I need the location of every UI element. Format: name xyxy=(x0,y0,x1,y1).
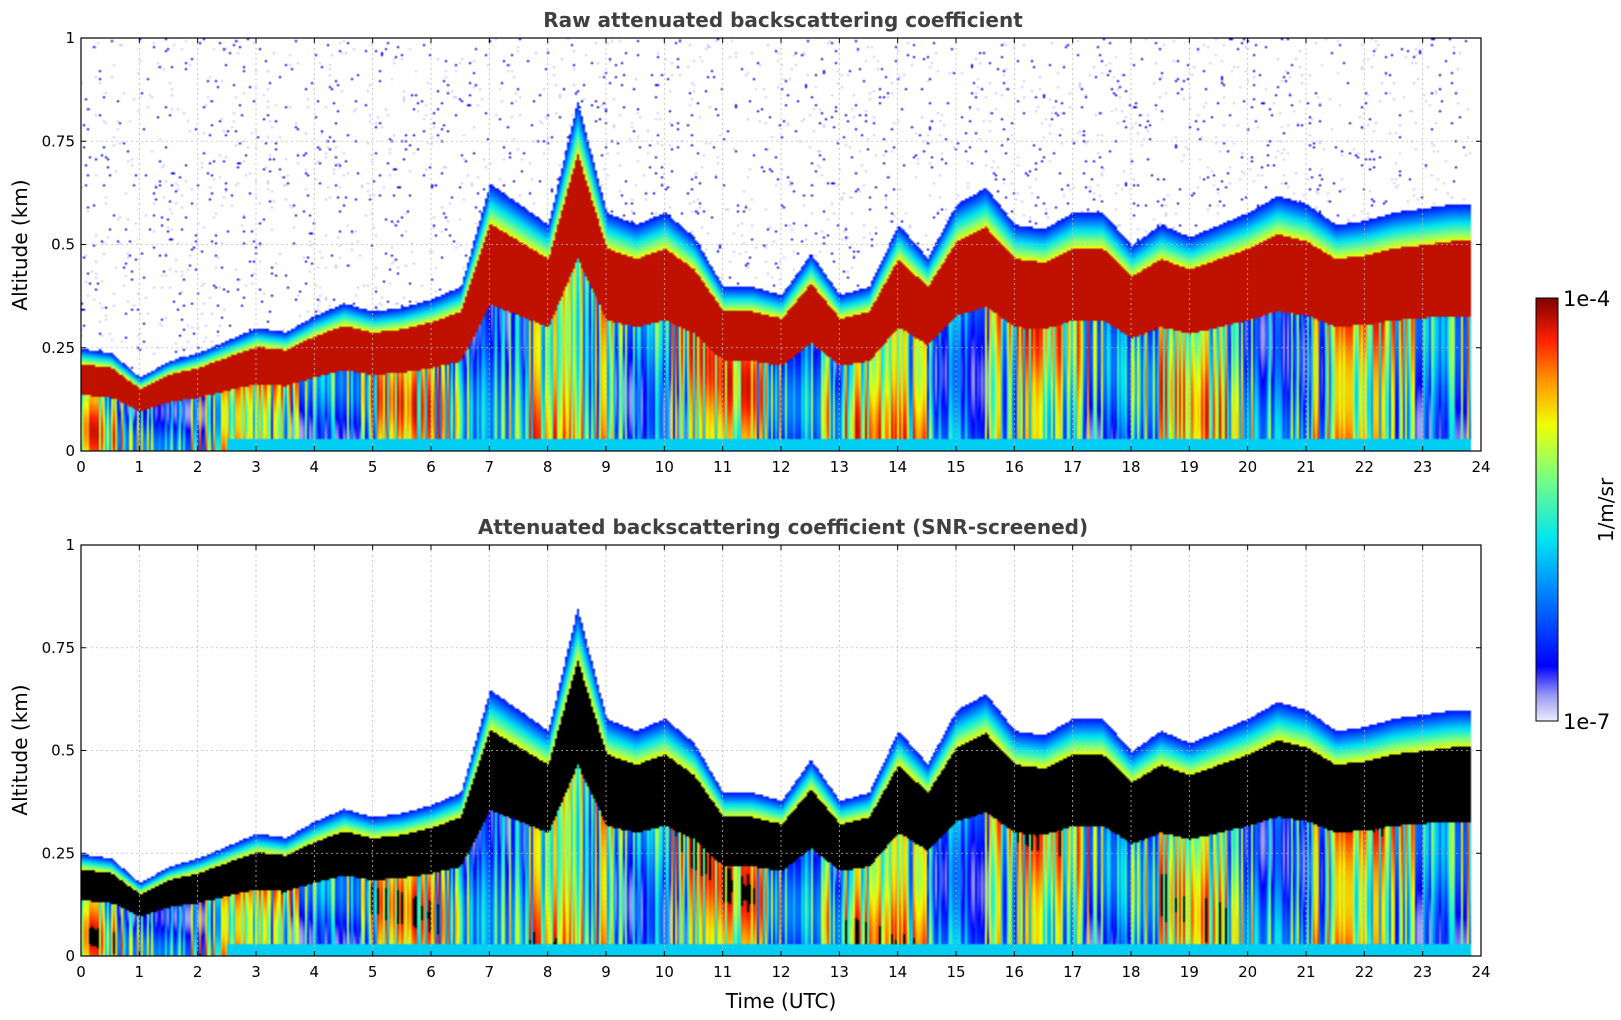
x-tick-label: 2 xyxy=(193,963,203,981)
y-tick-label: 1 xyxy=(65,29,75,47)
x-tick-label: 12 xyxy=(771,963,790,981)
x-axis-label: Time (UTC) xyxy=(725,989,837,1013)
y-tick-label: 0.5 xyxy=(51,236,75,254)
x-ticks-raw: 0 1 2 3 4 5 6 7 8 9 10 11 12 13 14 15 16 17 18 19 20 21 22 23 24 xyxy=(76,38,1491,476)
x-tick-label: 10 xyxy=(655,963,674,981)
panel-screened: Attenuated backscattering coefficient (S… xyxy=(8,515,1491,1013)
x-tick-label: 22 xyxy=(1355,963,1374,981)
x-tick-label: 4 xyxy=(310,963,320,981)
colorbar-max-label: 1e-4 xyxy=(1563,287,1610,311)
x-tick-label: 6 xyxy=(426,458,436,476)
x-tick-label: 5 xyxy=(368,458,378,476)
x-tick-label: 18 xyxy=(1121,963,1140,981)
x-tick-label: 17 xyxy=(1063,963,1082,981)
x-tick-label: 15 xyxy=(946,963,965,981)
x-tick-label: 20 xyxy=(1238,458,1257,476)
x-tick-label: 23 xyxy=(1413,458,1432,476)
x-tick-label: 9 xyxy=(601,963,611,981)
x-tick-label: 13 xyxy=(830,458,849,476)
colorbar-min-label: 1e-7 xyxy=(1563,710,1610,734)
x-tick-label: 2 xyxy=(193,458,203,476)
x-tick-label: 10 xyxy=(655,458,674,476)
colorbar: 1e-4 1e-7 1/m/sr xyxy=(1535,287,1618,734)
x-tick-label: 0 xyxy=(76,963,86,981)
panel-2-title: Attenuated backscattering coefficient (S… xyxy=(478,515,1088,539)
x-tick-label: 7 xyxy=(485,458,495,476)
x-tick-label: 23 xyxy=(1413,963,1432,981)
grid-screened xyxy=(81,545,1481,956)
colorbar-unit-label: 1/m/sr xyxy=(1594,477,1618,542)
x-tick-label: 24 xyxy=(1471,458,1490,476)
x-tick-label: 0 xyxy=(76,458,86,476)
x-tick-label: 21 xyxy=(1296,458,1315,476)
x-tick-label: 19 xyxy=(1180,963,1199,981)
x-tick-label: 4 xyxy=(310,458,320,476)
x-tick-label: 8 xyxy=(543,458,553,476)
x-tick-label: 19 xyxy=(1180,458,1199,476)
x-tick-label: 1 xyxy=(135,963,145,981)
grid-raw xyxy=(81,38,1481,451)
y-tick-label: 0 xyxy=(65,442,75,460)
x-tick-label: 5 xyxy=(368,963,378,981)
x-tick-label: 15 xyxy=(946,458,965,476)
x-tick-label: 24 xyxy=(1471,963,1490,981)
x-tick-label: 18 xyxy=(1121,458,1140,476)
x-tick-label: 17 xyxy=(1063,458,1082,476)
x-tick-label: 11 xyxy=(713,458,732,476)
x-tick-label: 13 xyxy=(830,963,849,981)
x-tick-label: 1 xyxy=(135,458,145,476)
x-tick-label: 8 xyxy=(543,963,553,981)
x-tick-label: 11 xyxy=(713,963,732,981)
x-ticks-screened: 0 1 2 3 4 5 6 7 8 9 10 11 12 13 14 15 16 17 18 19 20 21 22 23 24 xyxy=(76,545,1491,981)
y-axis-label-raw: Altitude (km) xyxy=(8,179,32,310)
x-tick-label: 9 xyxy=(601,458,611,476)
y-tick-label: 0.25 xyxy=(42,339,75,357)
x-tick-label: 21 xyxy=(1296,963,1315,981)
x-tick-label: 20 xyxy=(1238,963,1257,981)
x-tick-label: 16 xyxy=(1005,458,1024,476)
panel-1-title: Raw attenuated backscattering coefficien… xyxy=(543,8,1023,32)
x-tick-label: 22 xyxy=(1355,458,1374,476)
x-tick-label: 3 xyxy=(251,963,261,981)
y-tick-label: 0.5 xyxy=(51,742,75,760)
x-tick-label: 12 xyxy=(771,458,790,476)
x-tick-label: 14 xyxy=(888,458,907,476)
y-tick-label: 0.75 xyxy=(42,639,75,657)
panel-raw: Raw attenuated backscattering coefficien… xyxy=(8,8,1491,476)
x-tick-label: 6 xyxy=(426,963,436,981)
y-ticks-screened: 0 0.25 0.5 0.75 1 xyxy=(42,536,1481,965)
y-axis-label-screened: Altitude (km) xyxy=(8,684,32,815)
x-tick-label: 7 xyxy=(485,963,495,981)
colorbar-gradient xyxy=(1535,297,1559,722)
y-tick-label: 1 xyxy=(65,536,75,554)
y-tick-label: 0.25 xyxy=(42,844,75,862)
y-tick-label: 0.75 xyxy=(42,132,75,150)
x-tick-label: 16 xyxy=(1005,963,1024,981)
x-tick-label: 14 xyxy=(888,963,907,981)
x-tick-label: 3 xyxy=(251,458,261,476)
y-ticks-raw: 0 0.25 0.5 0.75 1 xyxy=(42,29,1481,460)
y-tick-label: 0 xyxy=(65,947,75,965)
